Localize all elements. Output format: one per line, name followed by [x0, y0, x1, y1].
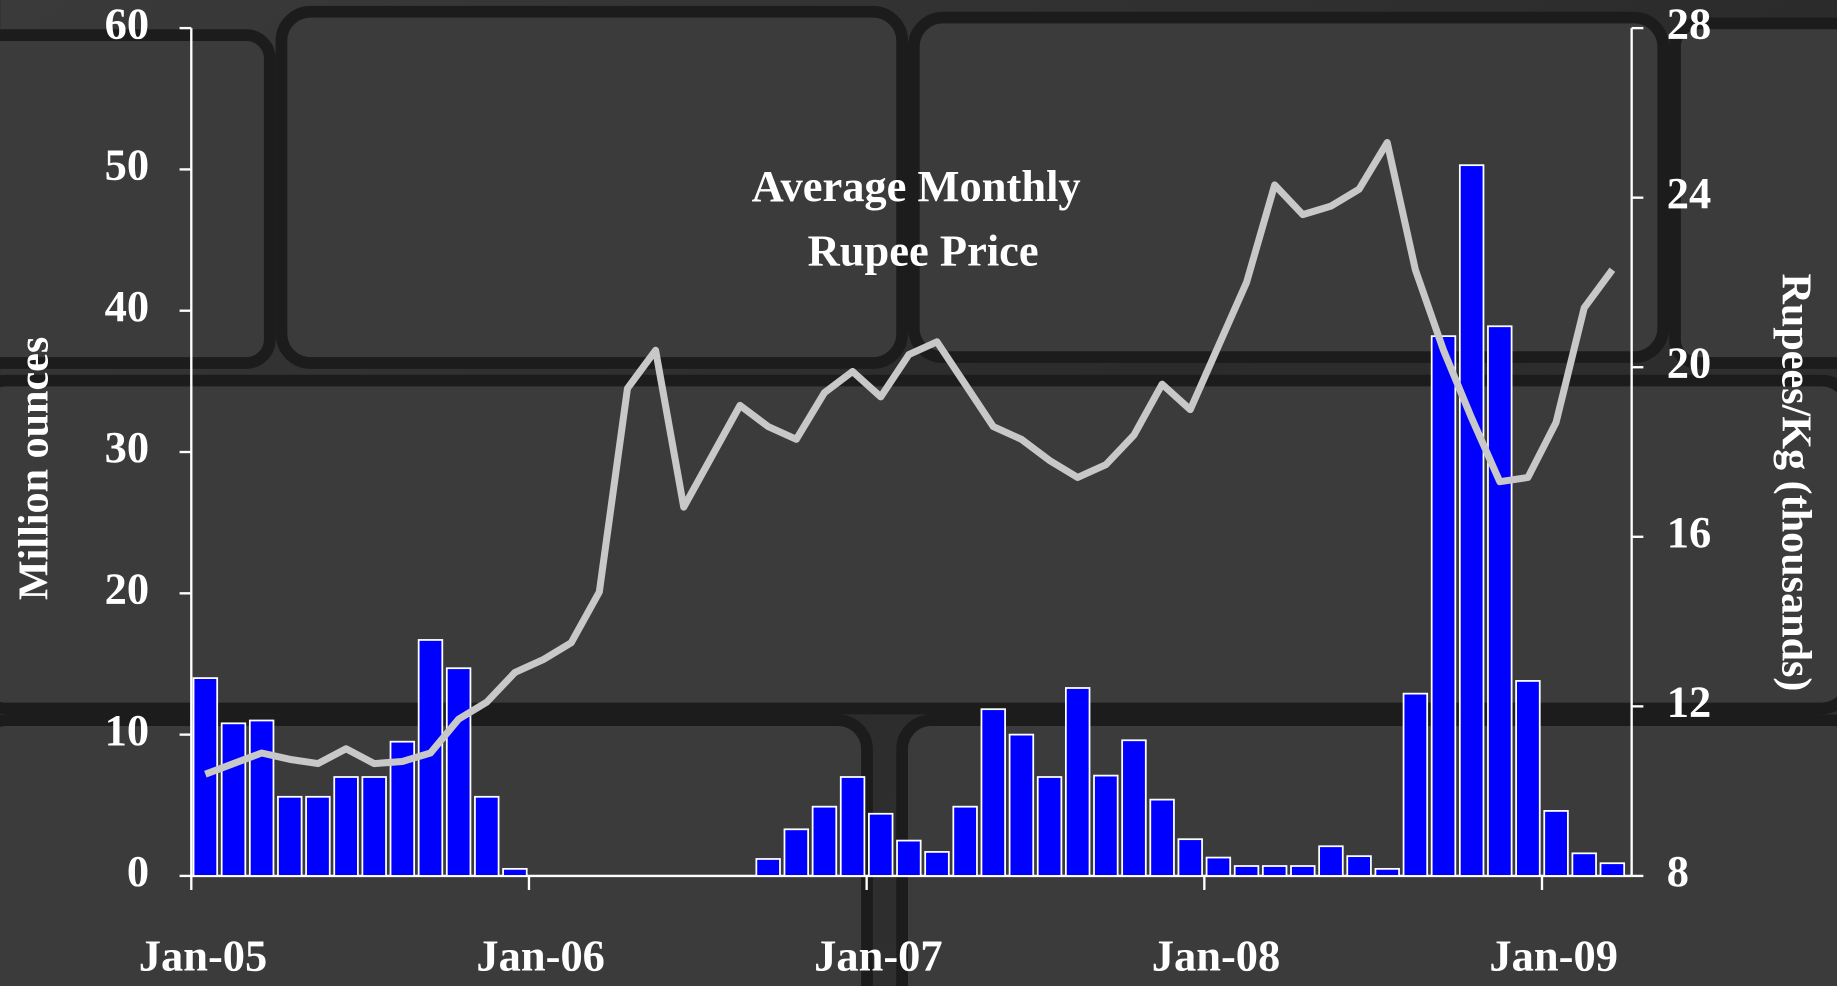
- x-tick-label: Jan-09: [1489, 930, 1618, 980]
- y2-tick-label: 16: [1667, 507, 1711, 557]
- bar: [1544, 811, 1568, 876]
- bar: [222, 723, 246, 876]
- bar: [1010, 735, 1034, 876]
- y-tick-label: 50: [105, 140, 149, 190]
- bar: [1601, 863, 1625, 876]
- annotation: Rupee Price: [808, 225, 1039, 275]
- bar: [306, 797, 330, 876]
- y2-tick-label: 8: [1667, 846, 1689, 896]
- x-tick-label: Jan-05: [139, 930, 268, 980]
- bar: [503, 869, 527, 876]
- y-tick-label: 20: [105, 564, 149, 614]
- bar: [1207, 858, 1231, 876]
- x-tick-label: Jan-06: [476, 930, 605, 980]
- bar: [334, 777, 358, 876]
- x-tick-label: Jan-08: [1152, 930, 1281, 980]
- y2-tick-label: 20: [1667, 337, 1711, 387]
- bar: [756, 859, 780, 876]
- annotation: Average Monthly: [752, 161, 1081, 211]
- bar: [841, 777, 865, 876]
- bar: [1375, 869, 1399, 876]
- y-tick-label: 60: [105, 0, 149, 48]
- bar: [981, 709, 1005, 876]
- bar: [953, 807, 977, 876]
- y-tick-label: 30: [105, 422, 149, 472]
- bar: [475, 797, 499, 876]
- page: {"chart_data": {"type": "bar-line", "ann…: [0, 0, 1837, 986]
- y2-tick-label: 24: [1667, 168, 1711, 218]
- bar: [1291, 866, 1315, 876]
- bar: [1572, 853, 1596, 876]
- y-tick-label: 40: [105, 281, 149, 331]
- bar: [1460, 165, 1484, 876]
- bar: [1319, 846, 1343, 876]
- bar: [1178, 839, 1202, 876]
- y-tick-label: 0: [127, 846, 149, 896]
- bar: [1066, 688, 1090, 876]
- bar: [194, 678, 218, 876]
- bar: [784, 829, 808, 876]
- bar: [1150, 800, 1174, 876]
- bar: [250, 720, 274, 875]
- x-tick-label: Jan-07: [814, 930, 943, 980]
- y-tick-label: 10: [105, 705, 149, 755]
- bar: [1516, 681, 1540, 876]
- y2-axis-label: Rupees/Kg (thousands): [1772, 273, 1819, 691]
- bar: [869, 814, 893, 876]
- bar: [1404, 694, 1428, 876]
- bar: [813, 807, 837, 876]
- bar: [1122, 740, 1146, 876]
- bar: [278, 797, 302, 876]
- bar: [1094, 776, 1118, 876]
- bar: [897, 841, 921, 876]
- bar: [1038, 777, 1062, 876]
- bar: [1488, 326, 1512, 876]
- y2-tick-label: 12: [1667, 677, 1711, 727]
- chart: Average Monthly Rupee Price Million ounc…: [0, 0, 1837, 986]
- bar: [362, 777, 386, 876]
- bar: [1432, 336, 1456, 876]
- bar: [1235, 866, 1259, 876]
- bar: [447, 668, 471, 876]
- bar: [1263, 866, 1287, 876]
- y-axis-label: Million ounces: [11, 337, 58, 600]
- bar: [1347, 856, 1371, 876]
- bar: [925, 852, 949, 876]
- y2-tick-label: 28: [1667, 0, 1711, 48]
